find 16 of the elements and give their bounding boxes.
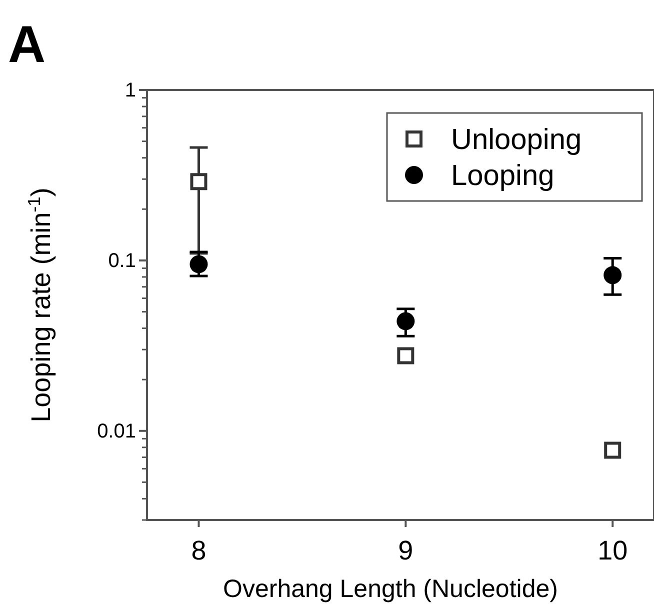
- point: [396, 312, 415, 330]
- point: [604, 266, 622, 284]
- y-tick-label: 0.01: [97, 420, 136, 442]
- chart-title: A: [8, 16, 46, 74]
- y-tick-label: 0.1: [108, 250, 136, 272]
- point: [190, 255, 208, 274]
- x-axis-title: Overhang Length (Nucleotide): [223, 575, 558, 603]
- point: [397, 347, 414, 364]
- point: [604, 442, 622, 459]
- legend-label: Unlooping: [451, 124, 582, 156]
- y-tick-label: 1: [124, 79, 136, 102]
- legend-label: Looping: [451, 160, 554, 192]
- point: [190, 173, 208, 190]
- x-tick-label: 8: [191, 536, 206, 566]
- x-tick-label: 10: [598, 536, 628, 566]
- x-tick-label: 9: [398, 536, 414, 566]
